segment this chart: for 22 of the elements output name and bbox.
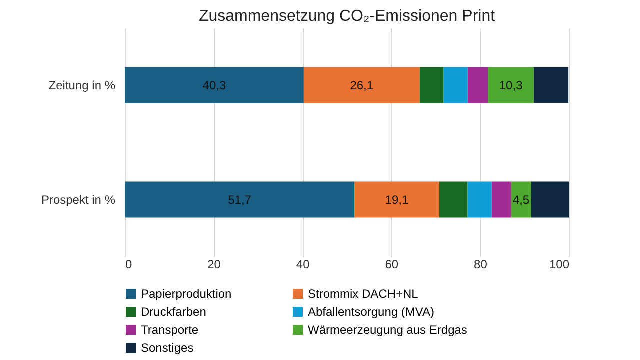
- data-label: 51,7: [228, 192, 252, 207]
- legend-label: Papierproduktion: [141, 287, 232, 301]
- data-label: 10,3: [499, 78, 524, 92]
- legend-label: Wärmeerzeugung aus Erdgas: [308, 323, 468, 337]
- x-tick-label: 80: [474, 258, 488, 272]
- legend-label: Sonstiges: [141, 341, 194, 355]
- legend-label: Druckfarben: [141, 305, 206, 319]
- legend-label: Strommix DACH+NL: [308, 287, 419, 301]
- chart-title: Zusammensetzung CO₂-Emissionen Print: [198, 8, 496, 25]
- legend-label: Abfallentsorgung (MVA): [308, 305, 435, 319]
- data-label: 19,1: [385, 192, 409, 207]
- y-tick-label: Zeitung in %: [48, 78, 116, 92]
- legend-label: Transporte: [141, 323, 199, 337]
- data-label: 26,1: [350, 78, 374, 92]
- x-tick-label: 60: [385, 258, 399, 272]
- data-label: 4,5: [512, 192, 530, 207]
- data-label: 40,3: [202, 78, 226, 92]
- x-tick-label: 100: [549, 258, 570, 272]
- x-tick-label: 20: [208, 258, 222, 272]
- y-tick-label: Prospekt in %: [41, 192, 116, 207]
- x-tick-label: 0: [126, 258, 132, 272]
- x-tick-label: 40: [296, 258, 310, 272]
